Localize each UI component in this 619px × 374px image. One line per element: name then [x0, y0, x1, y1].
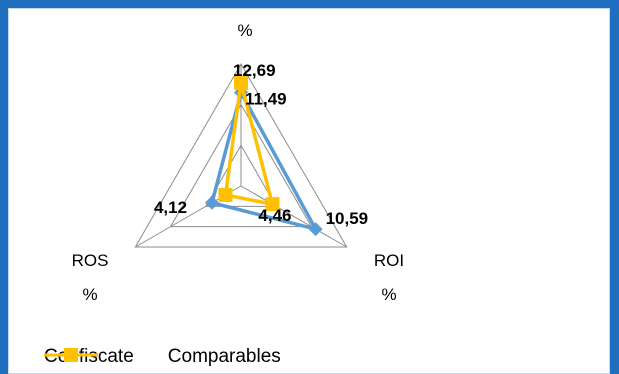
axis-label-roi-1: %	[381, 285, 396, 304]
point-comparables-roi	[265, 197, 280, 212]
axis-label-ros-1: %	[82, 285, 97, 304]
data-label-comparables-roe: 12,69	[233, 61, 276, 80]
axis-label-ros-0: ROS	[72, 251, 109, 270]
radar-chart: % ROI% ROS% 11,49 10,59 4,12 12,69 4,46	[72, 21, 405, 304]
legend-item-comparables: Comparables	[44, 346, 281, 368]
data-label-confiscate-roe: 11,49	[245, 90, 287, 109]
grid-ring-0	[204, 144, 278, 207]
point-comparables-roe	[234, 75, 248, 90]
series-line-confiscate	[210, 90, 318, 231]
point-comparables-ros	[218, 187, 233, 202]
grid-ring-1	[169, 103, 313, 228]
series-line-comparables	[223, 81, 275, 206]
point-confiscate-roi	[308, 222, 323, 237]
legend: Confiscate Comparables	[44, 346, 281, 368]
point-confiscate-ros	[204, 195, 219, 210]
data-label-comparables-roi: 4,46	[258, 206, 291, 225]
axis-label-roe-0: %	[237, 21, 252, 40]
spoke-roi	[240, 185, 347, 248]
data-label-confiscate-ros: 4,12	[154, 198, 187, 217]
grid-ring-2	[134, 62, 348, 248]
legend-swatch-comparables	[44, 348, 98, 362]
chart-frame: % ROI% ROS% 11,49 10,59 4,12 12,69 4,46 Confisc…	[8, 8, 610, 374]
axis-label-roi-0: ROI	[374, 251, 404, 270]
legend-label-comparables: Comparables	[167, 346, 281, 367]
data-label-confiscate-roi: 10,59	[326, 209, 369, 228]
